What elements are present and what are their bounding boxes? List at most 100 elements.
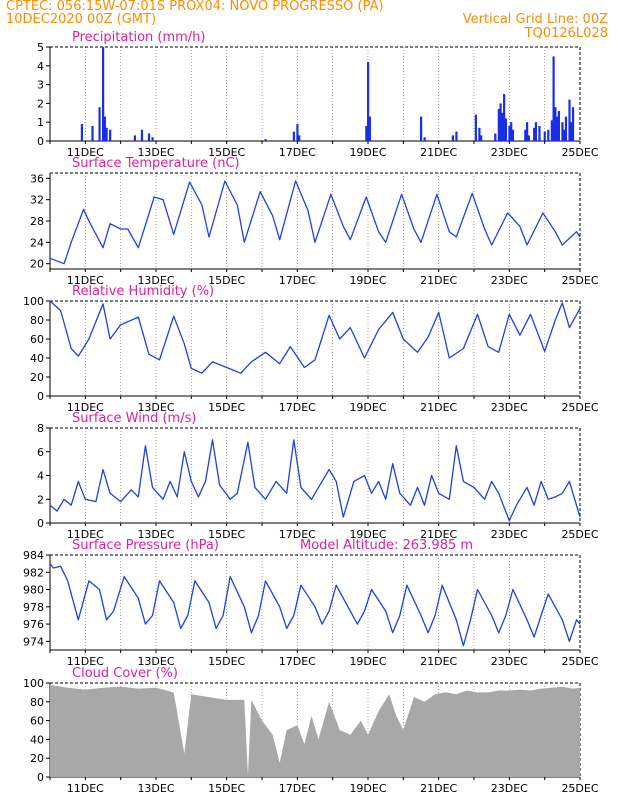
- y-tick-label: 28: [30, 215, 44, 228]
- grid-line-note: Vertical Grid Line: 00Z: [462, 12, 608, 27]
- x-tick-label: 17DEC: [279, 782, 316, 795]
- x-tick-label: 23DEC: [491, 146, 528, 159]
- x-tick-label: 23DEC: [491, 528, 528, 541]
- precip-bar: [501, 112, 504, 141]
- precip-bar: [534, 122, 538, 141]
- precip-bar: [547, 129, 550, 141]
- precip-bar: [420, 116, 423, 141]
- precip-bar: [554, 107, 557, 141]
- precip-bar: [98, 107, 101, 141]
- x-tick-label: 13DEC: [137, 528, 174, 541]
- panel-subtitle: Model Altitude: 263.985 m: [300, 538, 473, 553]
- y-tick-label: 100: [23, 677, 44, 690]
- x-tick-label: 15DEC: [208, 528, 245, 541]
- precip-bar: [455, 131, 458, 141]
- y-tick-label: 0: [37, 135, 44, 148]
- y-tick-label: 982: [23, 566, 44, 579]
- precip-bar: [298, 135, 301, 141]
- x-tick-label: 13DEC: [137, 146, 174, 159]
- x-tick-label: 25DEC: [561, 782, 598, 795]
- precip-bar: [538, 125, 541, 141]
- precip-bar: [133, 135, 136, 141]
- precip-bar: [564, 116, 568, 141]
- y-tick-label: 80: [30, 314, 44, 327]
- x-tick-label: 19DEC: [349, 528, 386, 541]
- y-tick-label: 1: [37, 116, 44, 129]
- x-tick-label: 23DEC: [491, 274, 528, 287]
- precip-bar: [504, 118, 507, 141]
- y-tick-label: 60: [30, 333, 44, 346]
- y-tick-label: 20: [30, 752, 44, 765]
- precip-bar: [568, 99, 571, 141]
- panel-title: Relative Humidity (%): [72, 284, 214, 299]
- x-tick-label: 15DEC: [208, 146, 245, 159]
- x-tick-label: 11DEC: [67, 401, 104, 414]
- precip-bar: [563, 129, 566, 141]
- x-tick-label: 13DEC: [137, 401, 174, 414]
- x-tick-label: 15DEC: [208, 655, 245, 668]
- date-header: 10DEC2020 00Z (GMT): [6, 12, 157, 27]
- precip-bar: [423, 137, 426, 141]
- panel-title: Precipitation (mm/h): [72, 30, 205, 45]
- precip-bar: [140, 129, 144, 141]
- y-tick-label: 4: [37, 60, 44, 73]
- y-tick-label: 0: [37, 517, 44, 530]
- y-tick-label: 0: [37, 771, 44, 784]
- x-tick-label: 23DEC: [491, 401, 528, 414]
- x-tick-label: 15DEC: [208, 782, 245, 795]
- precip-bar: [105, 127, 108, 141]
- precip-bar: [557, 110, 560, 141]
- precip-bar: [103, 116, 106, 141]
- precip-bar: [503, 94, 506, 141]
- x-tick-label: 25DEC: [561, 655, 598, 668]
- x-tick-label: 25DEC: [561, 528, 598, 541]
- y-tick-label: 2: [37, 97, 44, 110]
- y-tick-label: 40: [30, 733, 44, 746]
- cloud-area: [50, 684, 580, 777]
- y-tick-label: 32: [30, 194, 44, 207]
- x-tick-label: 17DEC: [279, 146, 316, 159]
- x-tick-label: 17DEC: [279, 655, 316, 668]
- x-tick-label: 19DEC: [349, 401, 386, 414]
- series-line: [49, 439, 581, 522]
- precip-bar: [151, 137, 154, 141]
- precip-bar: [109, 129, 112, 141]
- panel-title: Cloud Cover (%): [72, 666, 178, 681]
- precip-bar: [527, 135, 530, 141]
- y-tick-label: 976: [23, 618, 44, 631]
- x-tick-label: 19DEC: [349, 146, 386, 159]
- precip-bar: [570, 122, 573, 141]
- y-tick-label: 24: [30, 236, 44, 249]
- x-tick-label: 17DEC: [279, 401, 316, 414]
- x-tick-label: 11DEC: [67, 146, 104, 159]
- x-tick-label: 15DEC: [208, 401, 245, 414]
- precip-bar: [147, 133, 151, 141]
- x-tick-label: 17DEC: [279, 274, 316, 287]
- y-tick-label: 80: [30, 696, 44, 709]
- y-tick-label: 60: [30, 715, 44, 728]
- x-tick-label: 13DEC: [137, 274, 174, 287]
- precip-bar: [494, 133, 497, 141]
- precip-bar: [499, 103, 502, 141]
- precip-bar: [533, 127, 536, 141]
- x-tick-label: 17DEC: [279, 528, 316, 541]
- precip-bar: [80, 124, 83, 141]
- precip-bar: [511, 129, 515, 141]
- x-tick-label: 25DEC: [561, 274, 598, 287]
- x-tick-label: 25DEC: [561, 401, 598, 414]
- precip-bar: [102, 47, 105, 141]
- x-tick-label: 19DEC: [349, 655, 386, 668]
- x-tick-label: 21DEC: [420, 655, 457, 668]
- y-tick-label: 20: [30, 258, 44, 271]
- x-tick-label: 11DEC: [67, 655, 104, 668]
- x-tick-label: 25DEC: [561, 146, 598, 159]
- panel-title: Surface Pressure (hPa): [72, 538, 219, 553]
- y-tick-label: 4: [37, 470, 44, 483]
- series-line: [49, 300, 581, 374]
- series-line: [49, 563, 581, 647]
- y-tick-label: 978: [23, 601, 44, 614]
- x-tick-label: 21DEC: [420, 782, 457, 795]
- precip-bar: [526, 122, 529, 141]
- y-tick-label: 5: [37, 41, 44, 54]
